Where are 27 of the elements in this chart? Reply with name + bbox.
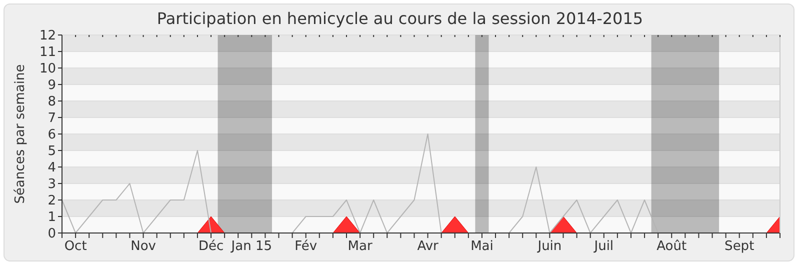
x-tick-label: Août — [656, 239, 687, 254]
y-tick-label: 8 — [48, 94, 56, 110]
y-tick-label: 3 — [48, 177, 56, 192]
y-tick-label: 6 — [48, 128, 56, 143]
x-tick-label: Oct — [64, 239, 87, 254]
x-tick-label: Avr — [417, 239, 440, 254]
y-tick-label: 4 — [48, 160, 56, 176]
x-tick-label: Sept — [724, 239, 754, 254]
x-tick-label: Déc — [198, 239, 224, 254]
y-tick-label: 0 — [48, 226, 56, 242]
y-tick-label: 2 — [48, 194, 56, 209]
y-tick-label: 7 — [48, 111, 56, 126]
y-tick-label: 5 — [48, 144, 56, 160]
y-tick-label: 9 — [48, 78, 56, 94]
chart-title: Participation en hemicycle au cours de la session 2014-2015 — [156, 9, 644, 28]
x-tick-label: Fév — [294, 239, 318, 254]
x-tick-label: Nov — [130, 239, 156, 254]
x-tick-label: Juin — [536, 239, 562, 254]
x-tick-label: Mai — [470, 239, 494, 254]
y-tick-label: 10 — [39, 62, 56, 77]
x-tick-label: Jan 15 — [230, 239, 272, 254]
x-tick-label: Juil — [593, 239, 614, 254]
y-axis-title: Séances par semaine — [13, 64, 28, 204]
x-tick-label: Mar — [348, 239, 373, 254]
y-tick-label: 1 — [48, 210, 56, 226]
y-tick-label: 12 — [39, 28, 56, 44]
y-tick-label: 11 — [39, 45, 56, 60]
